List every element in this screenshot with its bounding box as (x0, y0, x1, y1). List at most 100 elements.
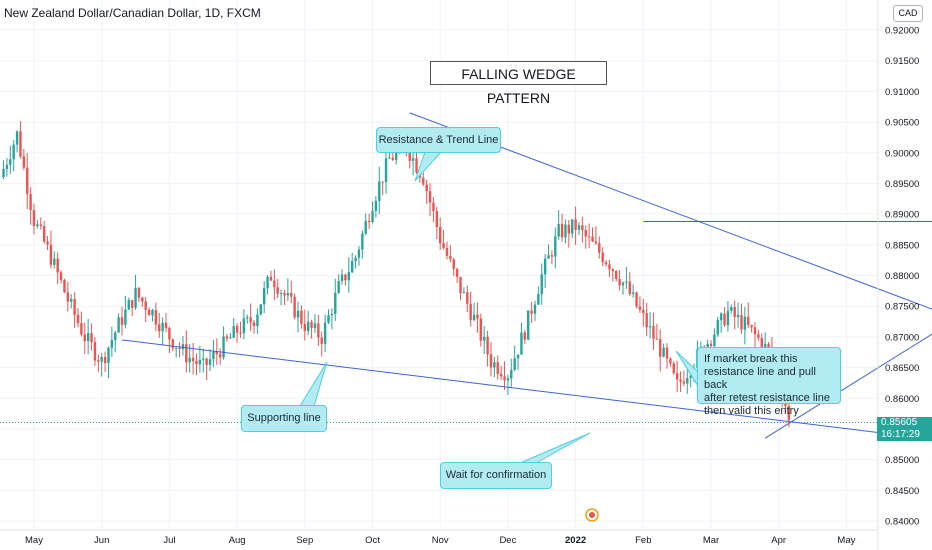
candle (604, 259, 608, 267)
candle (300, 305, 303, 329)
candle (344, 273, 347, 286)
price-tick-label: 0.86000 (885, 394, 919, 405)
candle (252, 319, 256, 334)
candle (147, 307, 151, 316)
candle (723, 307, 726, 327)
candle (273, 269, 276, 301)
candle (303, 309, 306, 341)
candle (598, 236, 601, 259)
time-tick-label: Sep (296, 535, 313, 546)
candle (672, 361, 675, 375)
candle (631, 284, 635, 298)
candle (665, 343, 669, 369)
candle (49, 230, 53, 269)
candle (499, 365, 503, 380)
candle (97, 354, 100, 373)
candle (662, 343, 665, 358)
candle (675, 360, 679, 392)
candle (645, 303, 648, 337)
candle (733, 300, 736, 330)
candle (476, 302, 479, 333)
candle (66, 281, 70, 312)
candle (137, 287, 141, 302)
candle (584, 225, 587, 249)
candle (608, 260, 611, 277)
candle (635, 291, 638, 309)
candle (513, 345, 516, 372)
price-tick-label: 0.91000 (885, 87, 919, 98)
candle (530, 301, 533, 324)
price-tick-label: 0.91500 (885, 56, 919, 67)
support-callout-pointer (299, 361, 328, 407)
candle (141, 296, 144, 307)
candle (655, 323, 659, 340)
candle (232, 318, 235, 339)
pattern-title-box: FALLING WEDGE PATTERN (430, 61, 607, 106)
candle (466, 285, 469, 313)
candle (107, 346, 110, 379)
candle (195, 353, 198, 375)
price-tick-label: 0.87500 (885, 302, 919, 313)
candle (374, 196, 378, 218)
time-tick-label: May (837, 535, 855, 546)
candle (256, 308, 259, 334)
candle (73, 292, 76, 328)
candle (53, 251, 56, 269)
candle (171, 338, 174, 352)
time-axis[interactable]: May Jun Jul Aug Sep Oct Nov Dec 2022 Feb Mar Apr May (0, 508, 878, 546)
currency-badge[interactable]: CAD (893, 5, 923, 22)
candle (100, 352, 103, 377)
candle (306, 310, 310, 336)
entry-note-line: then valid this entry (704, 405, 799, 417)
time-tick-label: Mar (703, 535, 719, 546)
price-axis[interactable]: 0.92000 0.91500 0.91000 0.90500 0.90000 0.895… (877, 0, 919, 550)
candle (425, 179, 428, 204)
confirmation-callout: Wait for confirmation (440, 462, 552, 489)
candle (350, 252, 354, 273)
time-tick-label: Feb (635, 535, 651, 546)
candle (736, 302, 740, 328)
candle (679, 371, 682, 392)
time-tick-label: Apr (771, 535, 786, 546)
candle (22, 148, 26, 171)
candle (262, 281, 266, 313)
candle (753, 322, 757, 348)
candle (218, 348, 222, 365)
entry-note-line: If market break this (704, 353, 798, 365)
candle (648, 312, 652, 339)
candle (547, 244, 550, 259)
candle (381, 181, 384, 196)
time-tick-label: May (25, 535, 43, 546)
candle (523, 329, 527, 345)
candle (178, 342, 181, 358)
time-tick-label: Nov (432, 535, 449, 546)
candle (455, 267, 459, 284)
time-tick-label: Aug (229, 535, 246, 546)
candle (144, 296, 147, 323)
time-tick-label: Jul (163, 535, 175, 546)
candle (442, 229, 445, 250)
candle (70, 294, 73, 309)
candle (93, 337, 97, 366)
price-tick-label: 0.84500 (885, 486, 919, 497)
candle (317, 314, 320, 347)
candle (638, 296, 642, 313)
resistance-callout: Resistance & Trend Line (376, 127, 501, 153)
candle (229, 332, 232, 339)
candle (164, 312, 168, 333)
candle (422, 172, 425, 186)
candle (296, 301, 300, 333)
candle (154, 302, 158, 331)
candle (283, 289, 286, 305)
candle (246, 314, 249, 324)
resistance-trendline[interactable] (409, 112, 932, 359)
candle (347, 257, 351, 293)
candle (239, 321, 242, 338)
candle (510, 358, 513, 389)
event-marker-dot (589, 512, 595, 518)
candle (591, 227, 594, 243)
candle (114, 330, 117, 353)
candle (313, 314, 317, 334)
candle (290, 280, 293, 304)
